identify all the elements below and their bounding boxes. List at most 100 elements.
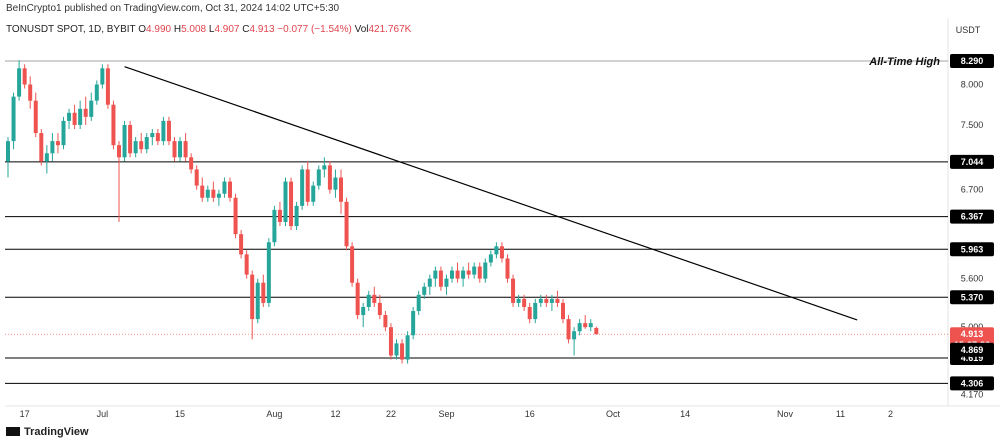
candle-body[interactable]: [133, 141, 138, 154]
candle-body[interactable]: [44, 153, 49, 162]
candle-body[interactable]: [250, 274, 255, 320]
candle-body[interactable]: [244, 254, 249, 275]
candle-body[interactable]: [67, 112, 72, 121]
candle-body[interactable]: [477, 266, 482, 279]
candle-body[interactable]: [433, 270, 438, 279]
candle-body[interactable]: [211, 189, 216, 198]
candle-body[interactable]: [583, 323, 588, 328]
candle-body[interactable]: [144, 137, 149, 150]
symbol-name[interactable]: TONUSDT SPOT, 1D, BYBIT: [6, 24, 136, 35]
candle-body[interactable]: [105, 68, 110, 105]
candle-body[interactable]: [322, 165, 327, 170]
candle-body[interactable]: [72, 112, 77, 125]
candle-body[interactable]: [394, 343, 399, 356]
candle-body[interactable]: [294, 205, 299, 227]
candle-body[interactable]: [494, 246, 499, 255]
candle-body[interactable]: [178, 141, 183, 158]
candle-body[interactable]: [516, 298, 521, 303]
candle-body[interactable]: [277, 209, 282, 223]
candle-body[interactable]: [139, 141, 144, 150]
candle-body[interactable]: [161, 120, 166, 142]
candle-body[interactable]: [155, 133, 160, 142]
candle-body[interactable]: [289, 181, 294, 227]
candle-body[interactable]: [39, 133, 44, 162]
candle-body[interactable]: [377, 302, 382, 316]
candle-body[interactable]: [183, 141, 188, 158]
candle-body[interactable]: [411, 311, 416, 336]
candle-body[interactable]: [50, 141, 55, 154]
candle-body[interactable]: [194, 169, 199, 186]
candle-body[interactable]: [316, 169, 321, 186]
candle-body[interactable]: [466, 270, 471, 275]
candle-body[interactable]: [172, 141, 177, 158]
candle-body[interactable]: [111, 104, 116, 146]
candle-body[interactable]: [444, 278, 449, 287]
candle-body[interactable]: [83, 108, 88, 117]
candle-body[interactable]: [461, 270, 466, 279]
candle-body[interactable]: [283, 181, 288, 223]
candle-body[interactable]: [17, 68, 22, 97]
candle-body[interactable]: [255, 282, 260, 320]
candle-body[interactable]: [261, 282, 266, 303]
candle-body[interactable]: [305, 169, 310, 202]
candle-body[interactable]: [311, 185, 316, 202]
candle-body[interactable]: [339, 177, 343, 202]
candle-body[interactable]: [28, 84, 33, 101]
candle-body[interactable]: [538, 298, 543, 303]
candle-body[interactable]: [527, 306, 532, 320]
candle-body[interactable]: [33, 100, 38, 134]
candle-body[interactable]: [438, 270, 443, 287]
candle-body[interactable]: [361, 306, 366, 316]
candle-body[interactable]: [400, 343, 405, 360]
candle-body[interactable]: [483, 262, 488, 279]
candle-body[interactable]: [488, 254, 493, 263]
candle-body[interactable]: [166, 120, 171, 142]
candle-body[interactable]: [450, 270, 454, 279]
candle-body[interactable]: [594, 328, 599, 335]
descending-trendline[interactable]: [124, 66, 858, 321]
candle-body[interactable]: [555, 298, 560, 303]
candle-body[interactable]: [233, 197, 238, 235]
candle-body[interactable]: [577, 323, 582, 332]
candle-body[interactable]: [22, 68, 27, 85]
candle-body[interactable]: [405, 335, 410, 360]
candle-body[interactable]: [61, 120, 66, 146]
candle-body[interactable]: [94, 84, 99, 101]
candle-body[interactable]: [372, 294, 377, 303]
candle-body[interactable]: [117, 145, 121, 158]
candle-body[interactable]: [300, 169, 305, 206]
candle-body[interactable]: [78, 108, 83, 125]
candle-body[interactable]: [388, 327, 393, 356]
candle-body[interactable]: [572, 331, 577, 340]
candle-body[interactable]: [216, 193, 221, 198]
candle-body[interactable]: [333, 177, 338, 190]
candle-body[interactable]: [422, 286, 427, 295]
candle-body[interactable]: [89, 100, 94, 117]
candle-body[interactable]: [6, 141, 10, 162]
candle-body[interactable]: [455, 270, 460, 279]
candle-body[interactable]: [522, 298, 527, 307]
candle-body[interactable]: [505, 258, 510, 279]
candle-body[interactable]: [222, 181, 227, 194]
candle-body[interactable]: [128, 124, 133, 154]
candle-body[interactable]: [499, 246, 504, 259]
candle-body[interactable]: [383, 315, 388, 328]
candle-body[interactable]: [122, 124, 127, 158]
candle-body[interactable]: [55, 141, 60, 146]
candle-body[interactable]: [561, 302, 565, 320]
candle-body[interactable]: [266, 242, 271, 303]
candle-body[interactable]: [472, 266, 477, 275]
candle-body[interactable]: [366, 294, 371, 307]
candle-body[interactable]: [350, 246, 355, 283]
candle-body[interactable]: [150, 133, 155, 138]
candle-body[interactable]: [355, 282, 360, 316]
candle-body[interactable]: [200, 185, 205, 198]
candle-body[interactable]: [272, 209, 277, 243]
candle-body[interactable]: [549, 298, 554, 303]
candle-body[interactable]: [566, 319, 571, 340]
candle-body[interactable]: [205, 189, 210, 198]
candle-body[interactable]: [189, 157, 194, 170]
candle-body[interactable]: [239, 234, 244, 255]
candle-body[interactable]: [100, 68, 105, 85]
